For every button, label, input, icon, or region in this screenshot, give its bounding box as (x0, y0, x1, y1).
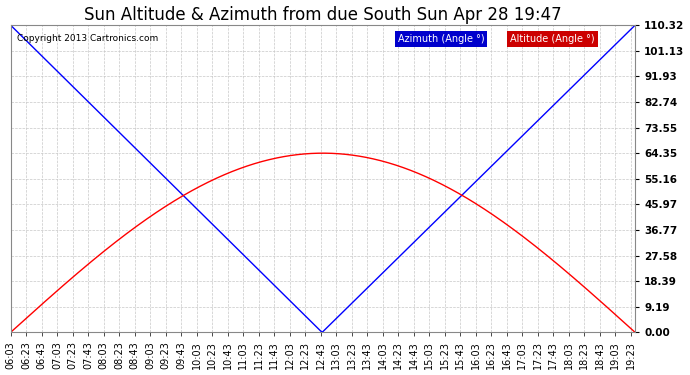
Text: Altitude (Angle °): Altitude (Angle °) (510, 34, 595, 44)
Text: Copyright 2013 Cartronics.com: Copyright 2013 Cartronics.com (17, 34, 158, 44)
Title: Sun Altitude & Azimuth from due South Sun Apr 28 19:47: Sun Altitude & Azimuth from due South Su… (84, 6, 562, 24)
Text: Azimuth (Angle °): Azimuth (Angle °) (398, 34, 484, 44)
